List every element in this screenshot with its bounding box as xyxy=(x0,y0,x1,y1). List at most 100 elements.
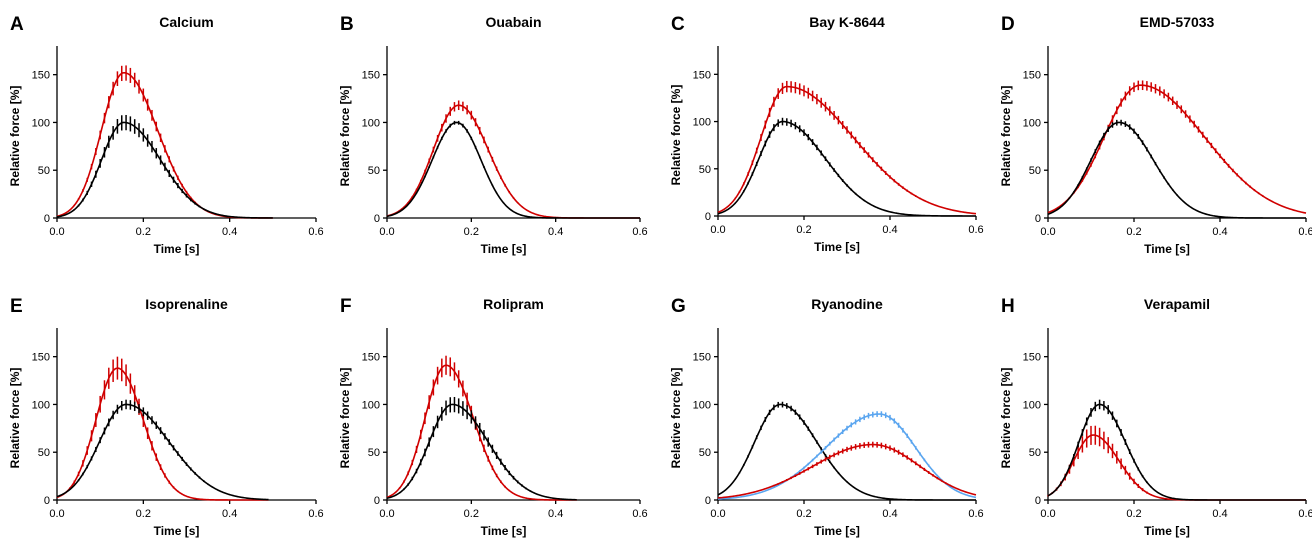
y-tick-label: 0 xyxy=(1035,495,1041,507)
x-tick-label: 0.2 xyxy=(136,226,151,238)
x-axis-label: Time [s] xyxy=(814,240,860,254)
panel-b: B Ouabain 0.0 0.2 0.4 0.6 0 50 100 150 Time [s] Rel… xyxy=(338,14,648,256)
x-tick-label: 0.6 xyxy=(308,226,323,238)
series-line xyxy=(717,403,976,501)
y-tick-label: 150 xyxy=(1023,70,1041,82)
series-line xyxy=(386,104,640,219)
panel-c: C Bay K-8644 0.0 0.2 0.4 0.6 0 50 100 150 Time [s]… xyxy=(669,14,984,254)
x-tick-label: 0.6 xyxy=(632,508,647,520)
y-tick-label: 0 xyxy=(44,495,50,507)
y-tick-label: 150 xyxy=(32,70,50,82)
y-tick-label: 100 xyxy=(693,117,711,129)
y-tick-label: 50 xyxy=(1029,447,1041,459)
panel-letter: B xyxy=(340,14,354,35)
panel-letter: F xyxy=(340,296,352,317)
x-tick-label: 0.4 xyxy=(1212,508,1227,520)
y-axis-label: Relative force [%] xyxy=(8,86,22,187)
y-tick-label: 100 xyxy=(32,117,50,129)
series-line xyxy=(386,364,577,501)
series-0 xyxy=(1047,80,1307,214)
series-1 xyxy=(1047,119,1306,219)
series-0 xyxy=(56,65,273,219)
panel-title: Ouabain xyxy=(485,14,541,30)
series-0 xyxy=(717,80,977,215)
panel-g: G Ryanodine 0.0 0.2 0.4 0.6 0 50 100 150 Time [s] R… xyxy=(669,296,984,538)
series-1 xyxy=(56,399,269,501)
x-tick-label: 0.6 xyxy=(1298,508,1312,520)
panel-title: Isoprenaline xyxy=(145,296,228,312)
x-tick-label: 0.4 xyxy=(548,226,563,238)
x-tick-label: 0.0 xyxy=(49,508,64,520)
series-1 xyxy=(386,396,577,501)
series-0 xyxy=(386,100,640,219)
y-tick-label: 100 xyxy=(1023,399,1041,411)
panel-title: Verapamil xyxy=(1144,296,1210,312)
panel-title: Calcium xyxy=(159,14,213,30)
x-tick-label: 0.0 xyxy=(49,226,64,238)
x-tick-label: 0.6 xyxy=(968,508,983,520)
series-1 xyxy=(386,120,640,219)
x-tick-label: 0.4 xyxy=(882,508,897,520)
x-tick-label: 0.6 xyxy=(1298,226,1312,238)
x-tick-label: 0.2 xyxy=(464,508,479,520)
y-axis-label: Relative force [%] xyxy=(338,86,352,187)
y-tick-label: 100 xyxy=(362,399,380,411)
y-tick-label: 150 xyxy=(362,352,380,364)
x-tick-label: 0.0 xyxy=(1040,226,1055,238)
panel-letter: D xyxy=(1001,14,1015,35)
y-tick-label: 50 xyxy=(368,165,380,177)
panel-letter: E xyxy=(10,296,23,317)
y-tick-label: 0 xyxy=(374,213,380,225)
panel-e: E Isoprenaline 0.0 0.2 0.4 0.6 0 50 100 150 Time [… xyxy=(8,296,324,538)
y-tick-label: 150 xyxy=(32,352,50,364)
x-tick-label: 0.2 xyxy=(1126,226,1141,238)
x-tick-label: 0.2 xyxy=(1126,508,1141,520)
panel-letter: C xyxy=(671,14,685,35)
series-line xyxy=(717,443,977,499)
x-tick-label: 0.2 xyxy=(796,508,811,520)
x-tick-label: 0.6 xyxy=(308,508,323,520)
panel-letter: G xyxy=(671,296,686,317)
series-0 xyxy=(1047,425,1306,501)
panel-letter: A xyxy=(10,14,24,35)
x-tick-label: 0.4 xyxy=(222,508,237,520)
y-tick-label: 0 xyxy=(374,495,380,507)
y-tick-label: 100 xyxy=(362,117,380,129)
x-tick-label: 0.0 xyxy=(710,508,725,520)
x-tick-label: 0.6 xyxy=(632,226,647,238)
x-axis-label: Time [s] xyxy=(814,524,860,538)
x-axis-label: Time [s] xyxy=(154,524,200,538)
series-0 xyxy=(386,355,577,501)
x-tick-label: 0.0 xyxy=(1040,508,1055,520)
x-axis-label: Time [s] xyxy=(1144,242,1190,256)
x-tick-label: 0.2 xyxy=(136,508,151,520)
x-tick-label: 0.6 xyxy=(968,224,983,236)
series-1 xyxy=(1047,399,1306,501)
x-tick-label: 0.4 xyxy=(222,226,237,238)
y-tick-label: 150 xyxy=(693,352,711,364)
y-tick-label: 0 xyxy=(1035,213,1041,225)
x-axis-label: Time [s] xyxy=(481,242,527,256)
y-tick-label: 50 xyxy=(699,447,711,459)
x-tick-label: 0.0 xyxy=(379,508,394,520)
y-axis-label: Relative force [%] xyxy=(8,368,22,469)
panel-d: D EMD-57033 0.0 0.2 0.4 0.6 0 50 100 150 Time [s] R… xyxy=(999,14,1312,256)
x-tick-label: 0.2 xyxy=(796,224,811,236)
series-1 xyxy=(717,117,976,217)
y-tick-label: 50 xyxy=(368,447,380,459)
y-tick-label: 50 xyxy=(38,447,50,459)
panel-letter: H xyxy=(1001,296,1015,317)
x-tick-label: 0.0 xyxy=(379,226,394,238)
y-tick-label: 150 xyxy=(1023,352,1041,364)
y-tick-label: 50 xyxy=(1029,165,1041,177)
x-axis-label: Time [s] xyxy=(481,524,527,538)
x-axis-label: Time [s] xyxy=(154,242,200,256)
series-2 xyxy=(717,441,977,499)
y-tick-label: 150 xyxy=(693,69,711,81)
panel-title: Rolipram xyxy=(483,296,544,312)
series-line xyxy=(386,403,577,501)
y-axis-label: Relative force [%] xyxy=(338,368,352,469)
y-axis-label: Relative force [%] xyxy=(999,368,1013,469)
y-axis-label: Relative force [%] xyxy=(669,85,683,186)
panel-title: Ryanodine xyxy=(811,296,883,312)
